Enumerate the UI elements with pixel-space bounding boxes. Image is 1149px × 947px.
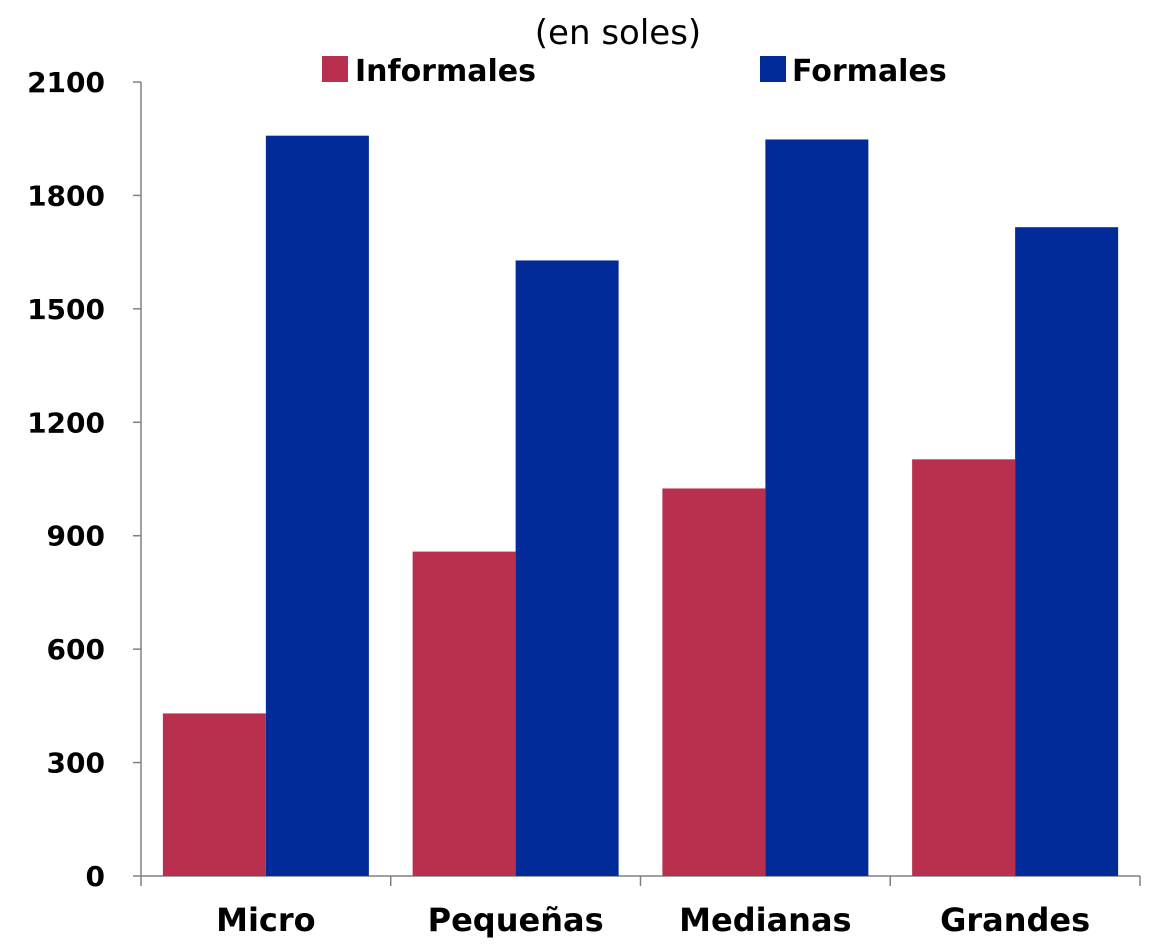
y-tick-label: 1500 — [27, 293, 105, 326]
y-tick-label: 0 — [86, 860, 105, 893]
bar-informales-pequeñas — [412, 551, 516, 876]
bar-formales-medianas — [765, 139, 869, 877]
x-category-label: Pequeñas — [428, 901, 604, 939]
legend-swatch-formales — [760, 56, 786, 82]
x-category-label: Micro — [216, 901, 316, 939]
bar-informales-micro — [162, 713, 266, 876]
y-axis-ticks: 0 300 600 900 1200 1500 1800 2100 — [27, 66, 141, 893]
legend-label-formales: Formales — [792, 54, 947, 89]
x-category-label: Medianas — [679, 901, 851, 939]
y-tick-label: 300 — [47, 747, 105, 780]
legend-label-informales: Informales — [355, 54, 536, 89]
y-tick-label: 1200 — [27, 406, 105, 439]
x-category-label: Grandes — [940, 901, 1090, 939]
y-tick-label: 1800 — [27, 179, 105, 212]
legend: Informales Formales — [322, 54, 947, 89]
bar-informales-grandes — [912, 459, 1016, 876]
bar-formales-grandes — [1015, 227, 1119, 876]
bar-formales-micro — [265, 135, 369, 877]
bar-formales-pequeñas — [515, 260, 619, 876]
legend-swatch-informales — [322, 56, 348, 82]
y-tick-label: 600 — [47, 633, 105, 666]
bar-informales-medianas — [662, 488, 766, 876]
y-tick-label: 2100 — [27, 66, 105, 99]
y-tick-label: 900 — [47, 520, 105, 553]
x-axis-labels: Micro Pequeñas Medianas Grandes — [216, 901, 1090, 939]
bars — [162, 135, 1119, 877]
chart-subtitle: (en soles) — [535, 13, 701, 53]
